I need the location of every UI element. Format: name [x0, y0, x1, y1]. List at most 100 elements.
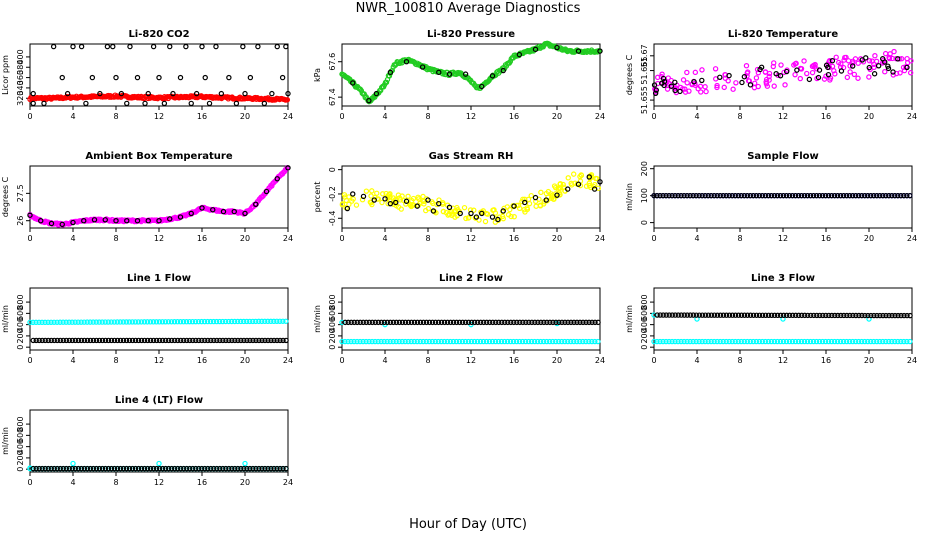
point-00ffff [543, 338, 550, 345]
point-000000 [798, 192, 805, 199]
point-000000 [271, 337, 277, 344]
point-000000 [663, 312, 669, 318]
y-tick-label: 51.67 [640, 44, 649, 67]
point-ffff00 [508, 213, 514, 220]
point-ffff00 [374, 196, 381, 202]
point-000000 [865, 312, 871, 319]
point-000000 [226, 337, 232, 344]
point-ff00ff [897, 70, 903, 76]
point-ffff00 [511, 214, 517, 220]
point-ff00ff [686, 88, 692, 94]
point-000000 [777, 73, 784, 79]
point-000000 [150, 43, 157, 50]
point-000000 [774, 192, 781, 199]
point-00ffff [198, 318, 205, 325]
point-000000 [142, 100, 148, 107]
point-000000 [102, 465, 109, 472]
point-00ffff [828, 338, 835, 345]
point-000000 [269, 90, 275, 97]
point-00ffff [274, 318, 280, 325]
point-ff00ff [680, 77, 687, 83]
point-00ffff [250, 318, 256, 325]
point-00ffff [756, 338, 763, 345]
point-000000 [223, 337, 229, 344]
point-000000 [59, 221, 65, 228]
point-000000 [183, 43, 189, 50]
point-000000 [774, 312, 781, 319]
y-tick-label: 400 [16, 439, 25, 454]
point-000000 [799, 312, 805, 319]
point-000000 [147, 465, 154, 472]
point-000000 [547, 319, 553, 326]
point-00ffff [717, 338, 723, 345]
panel-title: Line 1 Flow [127, 273, 191, 284]
point-000000 [144, 337, 151, 344]
point-000000 [342, 319, 348, 326]
point-000000 [402, 319, 409, 326]
point-ffff00 [409, 202, 416, 209]
point-00ffff [904, 338, 910, 345]
point-00ffff [216, 318, 223, 325]
point-000000 [271, 465, 277, 472]
point-ffff00 [440, 208, 447, 215]
point-00ffff [825, 338, 832, 345]
point-000000 [823, 312, 829, 319]
point-000000 [672, 79, 678, 85]
point-000000 [457, 210, 463, 217]
point-000000 [711, 192, 717, 199]
point-000000 [684, 312, 691, 318]
point-000000 [105, 465, 112, 472]
point-000000 [720, 192, 726, 199]
point-ff00ff [866, 57, 873, 64]
point-00ffff [795, 338, 802, 345]
point-000000 [852, 192, 859, 199]
point-000000 [474, 319, 481, 326]
point-000000 [135, 465, 142, 472]
x-tick-label: 8 [113, 234, 118, 243]
point-000000 [84, 465, 91, 472]
point-00ffff [568, 338, 574, 345]
point-000000 [653, 87, 660, 93]
point-000000 [696, 312, 703, 318]
point-00ffff [387, 338, 393, 345]
point-ffff00 [538, 189, 544, 196]
plot-points [27, 318, 289, 344]
panel-title: Line 2 Flow [439, 273, 503, 284]
point-00ffff [669, 338, 675, 345]
point-00ffff [438, 338, 445, 345]
point-00ffff [48, 319, 54, 325]
point-00ffff [877, 338, 883, 345]
point-00ffff [408, 338, 414, 345]
point-000000 [30, 90, 36, 97]
point-000000 [360, 319, 366, 326]
point-ff00ff [821, 76, 828, 82]
point-000000 [544, 319, 550, 326]
point-ff00ff [812, 64, 818, 70]
point-000000 [387, 319, 394, 326]
point-000000 [723, 312, 730, 318]
point-000000 [69, 465, 76, 472]
point-00ffff [342, 338, 348, 345]
point-000000 [253, 201, 259, 207]
y-tick-label: 0 [328, 345, 337, 350]
plot-points [339, 171, 603, 225]
point-000000 [717, 312, 724, 318]
point-000000 [756, 312, 763, 318]
point-00ffff [583, 338, 589, 345]
point-00ffff [501, 338, 508, 345]
point-00ffff [714, 338, 720, 345]
point-00ffff [381, 338, 387, 345]
y-tick-label: -0.4 [328, 210, 337, 226]
point-000000 [855, 192, 862, 199]
point-000000 [150, 465, 157, 472]
point-000000 [235, 465, 241, 472]
point-000000 [162, 465, 169, 472]
point-000000 [651, 82, 658, 88]
point-000000 [759, 192, 766, 199]
point-00ffff [384, 338, 390, 345]
point-ffff00 [491, 207, 497, 213]
point-00ffff [744, 338, 751, 345]
panel-title: Gas Stream RH [429, 151, 514, 162]
point-000000 [765, 192, 772, 199]
